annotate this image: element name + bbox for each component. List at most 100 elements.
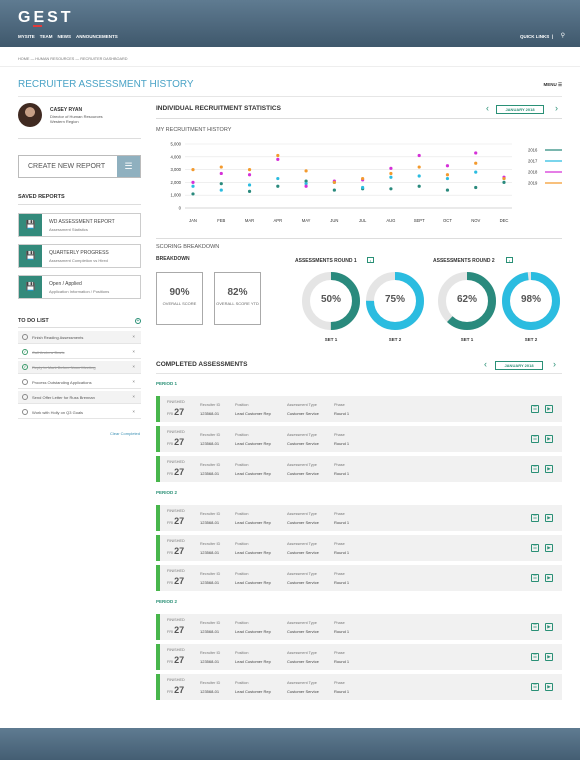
assessment-row[interactable]: FINISHED FRI27 Recruiter ID 123568-01 Positi…	[156, 565, 562, 591]
assessment-row[interactable]: FINISHED FRI27 Recruiter ID 123568-01 Positi…	[156, 644, 562, 670]
assessment-row[interactable]: FINISHED FRI27 Recruiter ID 123568-01 Positi…	[156, 535, 562, 561]
column-value: Customer Service	[287, 471, 319, 476]
play-icon[interactable]: ▶	[545, 514, 553, 522]
remove-icon[interactable]: ×	[132, 394, 135, 399]
todo-item[interactable]: Process Outstanding Applications ×	[18, 376, 141, 389]
donut-round2-set2: 98%	[500, 270, 562, 332]
save-icon: 💾	[19, 276, 42, 298]
todo-item[interactable]: ✓ Call Andrew Davis ×	[18, 346, 141, 359]
play-icon[interactable]: ▶	[545, 544, 553, 552]
clipboard-icon[interactable]: ☰	[531, 465, 539, 473]
data-point	[247, 168, 252, 172]
search-icon[interactable]: ⚲	[560, 33, 565, 39]
menu-button[interactable]: MENU ☰	[543, 82, 562, 87]
column-value: 123568-01	[200, 471, 220, 476]
add-todo-icon[interactable]: +	[135, 318, 141, 324]
play-icon[interactable]: ▶	[545, 435, 553, 443]
assessment-row[interactable]: FINISHED FRI27 Recruiter ID 123568-01 Positi…	[156, 674, 562, 700]
app-logo[interactable]: GEST	[18, 9, 74, 26]
clipboard-icon[interactable]: ☰	[531, 653, 539, 661]
scoring-title: SCORING BREAKDOWN	[156, 244, 220, 250]
column-header: Recruiter ID	[200, 681, 221, 685]
checkbox-icon[interactable]	[22, 394, 28, 400]
todo-item[interactable]: Finish Reading Assessments ×	[18, 331, 141, 344]
remove-icon[interactable]: ×	[132, 334, 135, 339]
todo-item[interactable]: Send Offer Letter for Russ Brennan ×	[18, 391, 141, 404]
play-icon[interactable]: ▶	[545, 465, 553, 473]
checkbox-icon[interactable]: ✓	[22, 364, 28, 370]
todo-item[interactable]: ✓ Reply to Mark Before Noon Meeting ×	[18, 361, 141, 374]
quick-links[interactable]: QUICK LINKS |	[519, 34, 553, 39]
comment-icon[interactable]: •	[506, 257, 513, 263]
play-icon[interactable]: ▶	[545, 623, 553, 631]
assessment-row[interactable]: FINISHED FRI27 Recruiter ID 123568-01 Positi…	[156, 426, 562, 452]
month-selector[interactable]: JANUARY 2018	[496, 105, 544, 114]
donut-ring	[302, 272, 360, 330]
column-value: 123568-01	[200, 520, 220, 525]
play-icon[interactable]: ▶	[545, 405, 553, 413]
column-value: Customer Service	[287, 550, 319, 555]
clipboard-icon[interactable]: ☰	[531, 574, 539, 582]
saved-report-item[interactable]: 💾 Open / Applied Application Information…	[18, 275, 141, 299]
breadcrumb[interactable]: HOME — HUMAN RESOURCES — RECRUITER DASHB…	[18, 57, 128, 61]
x-tick-label: MAY	[302, 218, 311, 223]
remove-icon[interactable]: ×	[132, 364, 135, 369]
assessment-row[interactable]: FINISHED FRI27 Recruiter ID 123568-01 Positi…	[156, 396, 562, 422]
play-icon[interactable]: ▶	[545, 683, 553, 691]
next-month-arrow-icon[interactable]: ›	[555, 103, 558, 113]
score-value: 90%	[169, 287, 190, 298]
column-header: Recruiter ID	[200, 403, 221, 407]
saved-report-item[interactable]: 💾 WD ASSESSMENT REPORT Assessment Statis…	[18, 213, 141, 237]
clear-completed-link[interactable]: Clear Completed	[109, 431, 140, 436]
column-value: Customer Service	[287, 520, 319, 525]
y-tick-label: 2,000	[171, 180, 182, 185]
top-header: GEST MYSITE TEAM NEWS ANNOUNCEMENTS QUIC…	[0, 0, 580, 47]
comment-icon[interactable]: •	[367, 257, 374, 263]
remove-icon[interactable]: ×	[132, 409, 135, 414]
nav-team[interactable]: TEAM	[39, 34, 53, 39]
play-icon[interactable]: ▶	[545, 574, 553, 582]
save-icon: 💾	[19, 245, 42, 267]
clipboard-icon[interactable]: ☰	[531, 435, 539, 443]
prev-month-arrow-icon[interactable]: ‹	[486, 103, 489, 113]
column-value: Customer Service	[287, 441, 319, 446]
saved-report-item[interactable]: 💾 QUARTERLY PROGRESS Assessment Completi…	[18, 244, 141, 268]
data-point	[474, 185, 478, 190]
checkbox-icon[interactable]	[22, 334, 28, 340]
checkbox-icon[interactable]	[22, 379, 28, 385]
data-point	[389, 187, 393, 191]
nav-mysite[interactable]: MYSITE	[18, 34, 35, 39]
clipboard-icon[interactable]: ☰	[531, 405, 539, 413]
prev-month-arrow-icon[interactable]: ‹	[484, 359, 487, 369]
column-value: Lead Customer Rep	[235, 580, 271, 585]
column-value: Round 1	[334, 689, 350, 694]
month-selector[interactable]: JANUARY 2018	[495, 361, 543, 370]
donut-ring	[502, 272, 560, 330]
column-header: Assessment Type	[287, 512, 317, 516]
assessment-row[interactable]: FINISHED FRI27 Recruiter ID 123568-01 Positi…	[156, 505, 562, 531]
data-point	[502, 176, 506, 181]
todo-item[interactable]: Work with Holly on Q3 Goals ×	[18, 406, 141, 419]
column-header: Recruiter ID	[200, 621, 221, 625]
data-point	[304, 182, 308, 186]
clipboard-icon[interactable]: ☰	[531, 514, 539, 522]
column-value: Round 1	[334, 520, 350, 525]
remove-icon[interactable]: ×	[132, 379, 135, 384]
date: FRI27	[167, 516, 185, 526]
assessment-row[interactable]: FINISHED FRI27 Recruiter ID 123568-01 Positi…	[156, 456, 562, 482]
next-month-arrow-icon[interactable]: ›	[553, 359, 556, 369]
clipboard-icon[interactable]: ☰	[531, 544, 539, 552]
remove-icon[interactable]: ×	[132, 349, 135, 354]
data-point	[219, 188, 223, 192]
play-icon[interactable]: ▶	[545, 653, 553, 661]
clipboard-icon[interactable]: ☰	[531, 623, 539, 631]
clipboard-icon[interactable]: ☰	[531, 683, 539, 691]
data-point	[445, 164, 450, 168]
create-report-button[interactable]: CREATE NEW REPORT ☰	[18, 155, 141, 178]
nav-news[interactable]: NEWS	[57, 34, 72, 39]
column-value: Customer Service	[287, 659, 319, 664]
checkbox-icon[interactable]: ✓	[22, 349, 28, 355]
nav-announcements[interactable]: ANNOUNCEMENTS	[76, 34, 118, 39]
checkbox-icon[interactable]	[22, 409, 28, 415]
assessment-row[interactable]: FINISHED FRI27 Recruiter ID 123568-01 Positi…	[156, 614, 562, 640]
